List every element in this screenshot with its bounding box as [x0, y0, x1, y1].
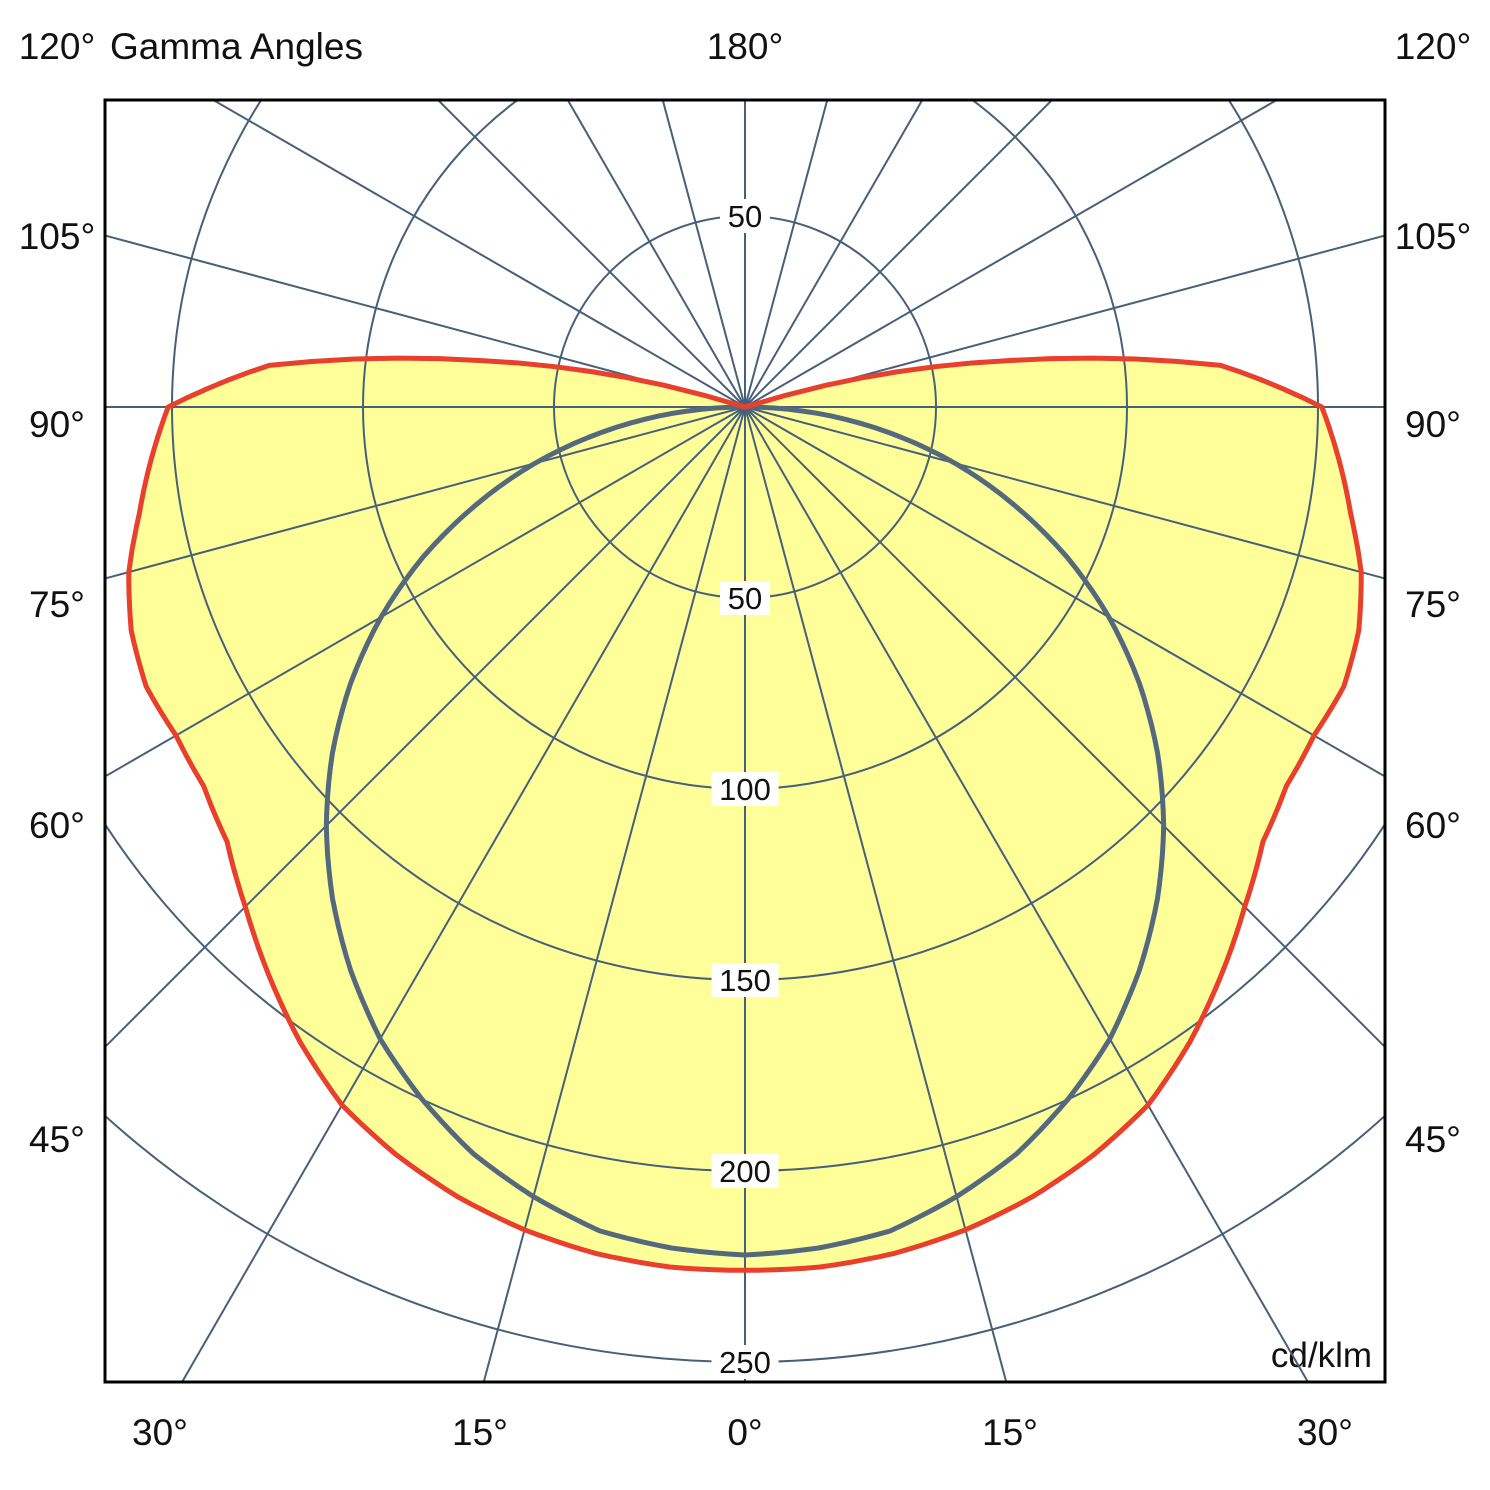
radial-line-150 [744, 100, 924, 408]
ring-label-bg-bottom-200 [711, 1154, 779, 1188]
angle-label-right-60: 60° [1405, 805, 1461, 846]
radial-line-30 [744, 406, 1310, 1382]
radial-line-135 [744, 100, 1054, 408]
angle-label-right-105: 105° [1394, 216, 1472, 257]
radial-line-45 [744, 406, 1385, 1049]
radial-line-285 [105, 406, 746, 580]
ring-label-bg-bottom-50 [720, 581, 770, 615]
radial-line-165 [744, 100, 829, 408]
angle-label-right-90: 90° [1405, 404, 1461, 445]
unit-label: cd/klm [1270, 1336, 1372, 1375]
ring-label-bottom-150: 150 [719, 963, 771, 998]
ring-label-bg-bottom-250 [711, 1345, 779, 1379]
angle-label-top-180: 180° [706, 26, 784, 67]
angle-label-right-75: 75° [1405, 584, 1461, 625]
c90-c270-curve [323, 404, 1167, 1258]
angle-label-bottom-15l: 15° [452, 1412, 508, 1453]
angle-label-left-90: 90° [29, 404, 85, 445]
ring-label-bg-bottom-100 [711, 772, 779, 806]
radial-line-120 [744, 100, 1279, 408]
ring-label-bottom-200: 200 [719, 1154, 771, 1189]
angle-label-bottom-15r: 15° [982, 1412, 1038, 1453]
radial-line-330 [180, 406, 746, 1382]
radial-line-210 [566, 100, 746, 408]
ring-label-bg-top-50 [720, 199, 770, 233]
radial-line-255 [105, 234, 746, 408]
chart-title: Gamma Angles [110, 26, 363, 67]
ring-label-top-50: 50 [728, 199, 762, 234]
angle-label-bottom-0: 0° [727, 1412, 763, 1453]
angle-label-right-120: 120° [1394, 26, 1472, 67]
plot-border [103, 98, 1387, 1384]
angle-label-right-45: 45° [1405, 1119, 1461, 1160]
angle-label-left-120: 120° [18, 26, 96, 67]
ring-label-bottom-50: 50 [728, 581, 762, 616]
angle-label-bottom-30l: 30° [132, 1412, 188, 1453]
angle-label-left-45: 45° [29, 1119, 85, 1160]
angle-label-left-105: 105° [18, 216, 96, 257]
c0-c180-curve [126, 355, 1364, 1273]
ring-label-bg-bottom-150 [711, 963, 779, 997]
angle-label-bottom-30r: 30° [1297, 1412, 1353, 1453]
radial-line-75 [744, 406, 1385, 580]
radial-line-105 [744, 234, 1385, 408]
radial-line-240 [211, 100, 746, 408]
radial-line-195 [661, 100, 746, 408]
radial-line-60 [744, 406, 1385, 778]
angle-label-left-60: 60° [29, 805, 85, 846]
angle-label-left-75: 75° [29, 584, 85, 625]
ring-label-bottom-100: 100 [719, 772, 771, 807]
radial-line-315 [105, 406, 746, 1049]
radial-line-225 [436, 100, 746, 408]
radial-line-300 [105, 406, 746, 778]
ring-label-bottom-250: 250 [719, 1345, 771, 1380]
